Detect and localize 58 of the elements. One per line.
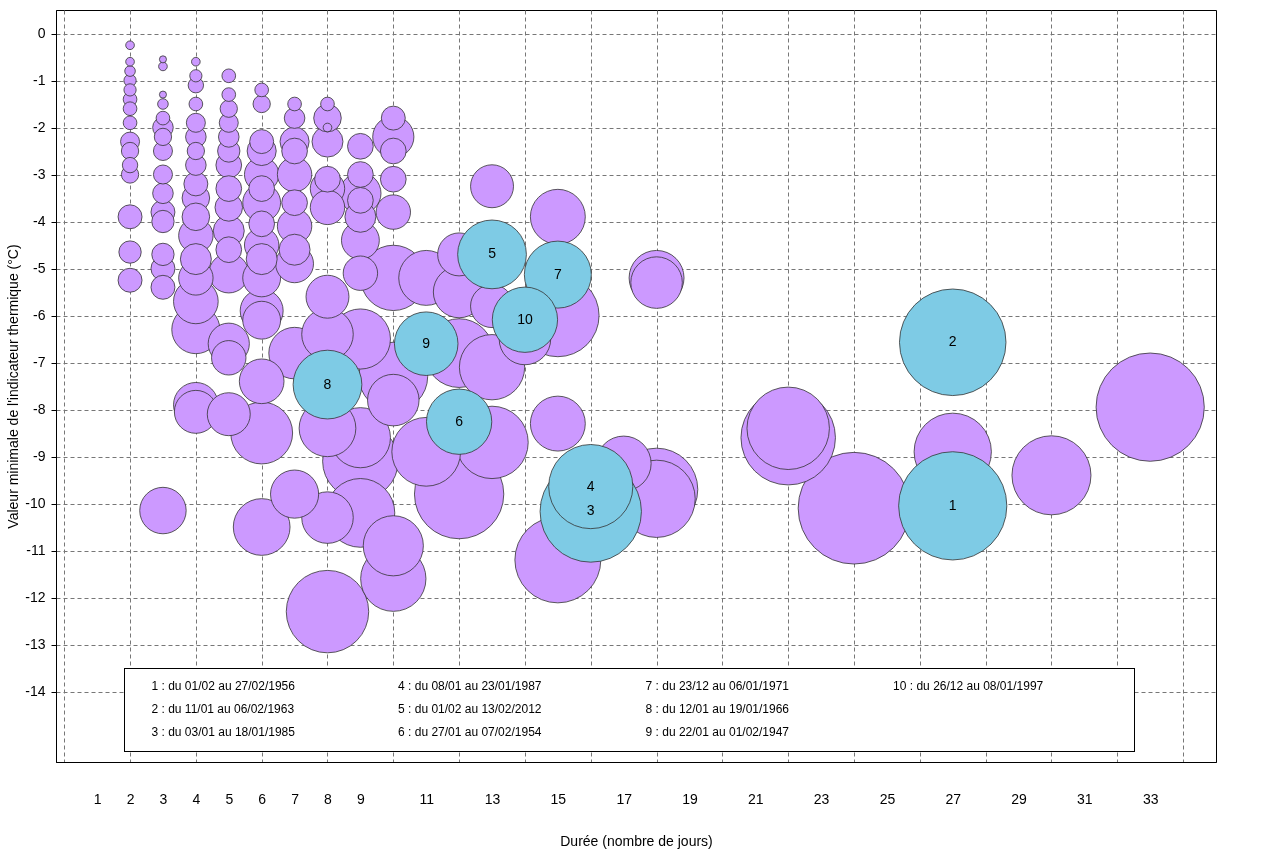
x-tick-label: 2 bbox=[126, 790, 135, 807]
y-tick-label: -3 bbox=[33, 166, 46, 182]
annotation: 5 : du 01/02 au 13/02/2012 bbox=[398, 702, 542, 717]
y-tick-label: -9 bbox=[33, 448, 46, 464]
x-tick-label: 25 bbox=[879, 790, 896, 807]
x-tick-label: 8 bbox=[324, 790, 333, 807]
annotation: 2 bbox=[948, 333, 957, 350]
annotation: 3 : du 03/01 au 18/01/1985 bbox=[151, 725, 295, 740]
annotation: 1 bbox=[948, 496, 957, 513]
x-tick-label: 21 bbox=[748, 790, 764, 807]
x-tick-label: 19 bbox=[682, 790, 698, 807]
annotation: 4 bbox=[586, 477, 595, 494]
annotation: 5 bbox=[488, 245, 497, 262]
x-tick-label: 3 bbox=[159, 790, 168, 807]
annotation: 10 bbox=[517, 310, 533, 327]
y-tick-label: -2 bbox=[33, 119, 46, 135]
annotation: 1 : du 01/02 au 27/02/1956 bbox=[151, 679, 295, 694]
y-tick-label: -8 bbox=[33, 401, 46, 417]
annotation: 9 bbox=[422, 334, 431, 351]
x-axis-title: Durée (nombre de jours) bbox=[560, 832, 713, 849]
x-tick-label: 4 bbox=[192, 790, 201, 807]
y-tick-label: -10 bbox=[25, 495, 46, 511]
annotation: 7 : du 23/12 au 06/01/1971 bbox=[645, 679, 790, 694]
x-tick-label: 23 bbox=[813, 790, 830, 807]
y-tick-label: -7 bbox=[33, 354, 46, 370]
x-tick-label: 5 bbox=[225, 790, 234, 807]
x-tick-label: 17 bbox=[616, 790, 633, 807]
x-tick-label: 1 bbox=[93, 790, 102, 807]
x-tick-label: 11 bbox=[419, 790, 435, 807]
annotation: 6 bbox=[455, 412, 464, 429]
y-tick-label: -4 bbox=[33, 213, 46, 229]
x-tick-label: 15 bbox=[550, 790, 567, 807]
annotation: 7 bbox=[553, 265, 562, 282]
annotation: 9 : du 22/01 au 01/02/1947 bbox=[645, 725, 790, 740]
annotation: 8 : du 12/01 au 19/01/1966 bbox=[645, 702, 790, 717]
y-tick-label: -14 bbox=[25, 683, 46, 699]
y-axis-title: Valeur minimale de l'indicateur thermique (°C) bbox=[5, 244, 22, 529]
annotation: 10 : du 26/12 au 08/01/1997 bbox=[893, 679, 1044, 694]
annotation: 8 bbox=[323, 375, 332, 392]
y-tick-label: -13 bbox=[25, 636, 46, 652]
x-tick-label: 7 bbox=[291, 790, 300, 807]
x-tick-label: 9 bbox=[357, 790, 365, 807]
annotation: 6 : du 27/01 au 07/02/1954 bbox=[398, 725, 542, 740]
annotation: 4 : du 08/01 au 23/01/1987 bbox=[398, 679, 542, 694]
annotation: 2 : du 11/01 au 06/02/1963 bbox=[151, 702, 295, 717]
y-tick-label: 0 bbox=[37, 25, 46, 41]
x-tick-label: 33 bbox=[1142, 790, 1159, 807]
y-tick-label: -6 bbox=[33, 307, 46, 323]
x-tick-label: 6 bbox=[258, 790, 267, 807]
y-tick-label: -12 bbox=[25, 589, 46, 605]
y-tick-label: -5 bbox=[33, 260, 46, 276]
x-tick-label: 29 bbox=[1011, 790, 1028, 807]
x-tick-label: 31 bbox=[1077, 790, 1093, 807]
annotation: 3 bbox=[586, 502, 595, 519]
x-tick-label: 13 bbox=[484, 790, 501, 807]
x-tick-label: 27 bbox=[945, 790, 962, 807]
y-tick-label: -1 bbox=[33, 72, 46, 88]
y-tick-label: -11 bbox=[26, 542, 46, 558]
